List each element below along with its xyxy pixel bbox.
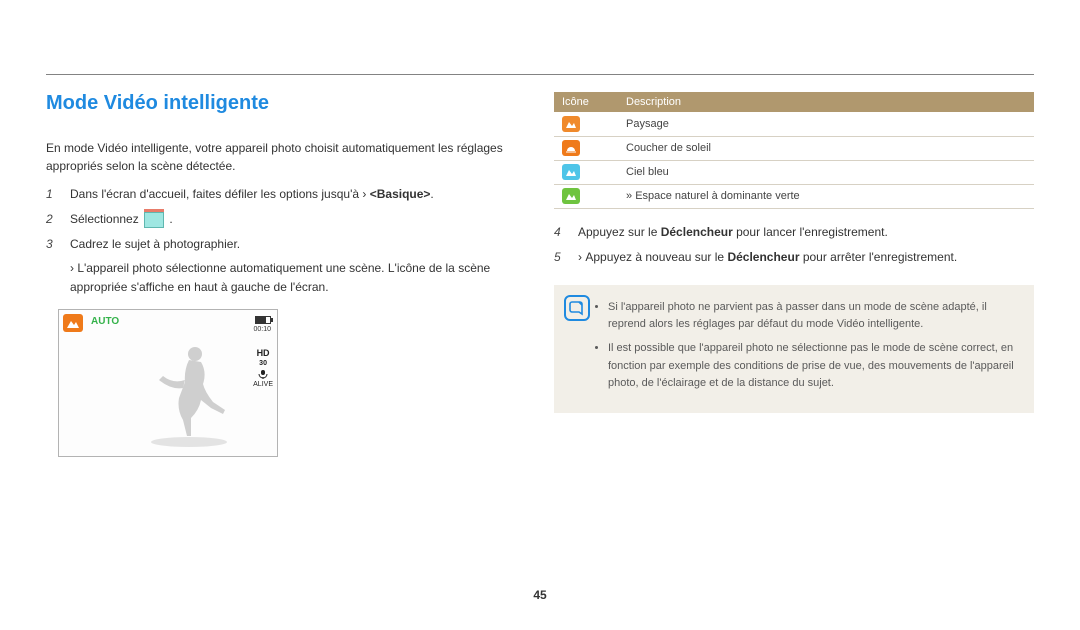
- table-row: Coucher de soleil: [554, 136, 1034, 160]
- hd-label: HD: [253, 348, 273, 358]
- step-1: 1 Dans l'écran d'accueil, faites défiler…: [46, 185, 526, 204]
- row-icon-cell: [554, 136, 618, 160]
- alive-label: ALIVE: [253, 381, 273, 388]
- intro-text: En mode Vidéo intelligente, votre appare…: [46, 139, 526, 175]
- step-text: Dans l'écran d'accueil, faites défiler l…: [70, 185, 526, 204]
- step5-before: Appuyez à nouveau sur le: [585, 250, 727, 264]
- row4-text: Espace naturel à dominante verte: [635, 190, 800, 202]
- th-desc: Description: [618, 92, 1034, 112]
- step5-bold: Déclencheur: [727, 250, 799, 264]
- step-text: Appuyez sur le Déclencheur pour lancer l…: [578, 223, 1034, 242]
- fps-label: 30: [253, 360, 273, 367]
- blue-sky-icon: [562, 164, 580, 180]
- note-box: Si l'appareil photo ne parvient pas à pa…: [554, 285, 1034, 413]
- chevron-icon: ›: [362, 187, 369, 201]
- step3-sub: L'appareil photo sélectionne automatique…: [70, 261, 490, 294]
- section-title: Mode Vidéo intelligente: [46, 92, 526, 115]
- row4-dash: »: [626, 190, 632, 202]
- note-item: Il est possible que l'appareil photo ne …: [608, 340, 1022, 393]
- sunset-icon: [562, 140, 580, 156]
- step1-period: .: [430, 187, 433, 201]
- row-icon-cell: [554, 160, 618, 184]
- step5-after: pour arrêter l'enregistrement.: [799, 250, 957, 264]
- step4-before: Appuyez sur le: [578, 225, 661, 239]
- top-rule: [46, 74, 1034, 75]
- scene-badge-icon: [63, 314, 83, 332]
- columns: Mode Vidéo intelligente En mode Vidéo in…: [46, 92, 1034, 457]
- note-list: Si l'appareil photo ne parvient pas à pa…: [608, 299, 1022, 393]
- step-text: Cadrez le sujet à photographier. › L'app…: [70, 235, 526, 297]
- camera-preview: AUTO 00:10 HD 30 ALIVE: [58, 309, 278, 457]
- step-5: 5 › Appuyez à nouveau sur le Déclencheur…: [554, 248, 1034, 267]
- step-2: 2 Sélectionnez .: [46, 210, 526, 229]
- step-text: › Appuyez à nouveau sur le Déclencheur p…: [578, 248, 1034, 267]
- auto-label: AUTO: [91, 316, 119, 327]
- smart-video-mode-icon: [144, 212, 164, 228]
- row-desc: Ciel bleu: [618, 160, 1034, 184]
- step4-bold: Déclencheur: [661, 225, 733, 239]
- note-item: Si l'appareil photo ne parvient pas à pa…: [608, 299, 1022, 334]
- battery-icon: [255, 316, 271, 324]
- scene-table: Icône Description Paysage: [554, 92, 1034, 209]
- landscape-icon: [562, 116, 580, 132]
- audio-mode-label: ALIVE: [253, 369, 273, 388]
- nature-green-icon: [562, 188, 580, 204]
- step-number: 2: [46, 210, 60, 229]
- table-row: Paysage: [554, 112, 1034, 136]
- step2-after: .: [169, 212, 172, 226]
- skater-silhouette-icon: [129, 340, 249, 455]
- step-number: 1: [46, 185, 60, 204]
- mic-icon: [256, 369, 270, 379]
- record-time: 00:10: [253, 326, 271, 333]
- step1-prefix: Dans l'écran d'accueil, faites défiler l…: [70, 187, 359, 201]
- table-row: Ciel bleu: [554, 160, 1034, 184]
- step-4: 4 Appuyez sur le Déclencheur pour lancer…: [554, 223, 1034, 242]
- page-number: 45: [0, 588, 1080, 602]
- step-text: Sélectionnez .: [70, 210, 526, 229]
- row-icon-cell: [554, 112, 618, 136]
- row-icon-cell: [554, 184, 618, 208]
- step4-after: pour lancer l'enregistrement.: [733, 225, 888, 239]
- step1-basique: <Basique>: [370, 187, 431, 201]
- row-desc: Paysage: [618, 112, 1034, 136]
- step2-before: Sélectionnez: [70, 212, 142, 226]
- preview-wrap: AUTO 00:10 HD 30 ALIVE: [58, 309, 526, 457]
- left-column: Mode Vidéo intelligente En mode Vidéo in…: [46, 92, 526, 457]
- note-icon: [564, 295, 590, 321]
- step-number: 3: [46, 235, 60, 254]
- step-number: 5: [554, 248, 568, 267]
- preview-topbar: AUTO 00:10: [63, 314, 273, 330]
- row-desc: » Espace naturel à dominante verte: [618, 184, 1034, 208]
- row-desc: Coucher de soleil: [618, 136, 1034, 160]
- page: Mode Vidéo intelligente En mode Vidéo in…: [0, 0, 1080, 630]
- table-row: » Espace naturel à dominante verte: [554, 184, 1034, 208]
- th-icon: Icône: [554, 92, 618, 112]
- step3-main: Cadrez le sujet à photographier.: [70, 235, 526, 254]
- step-number: 4: [554, 223, 568, 242]
- step-3: 3 Cadrez le sujet à photographier. › L'a…: [46, 235, 526, 297]
- preview-side-indicators: HD 30 ALIVE: [253, 348, 273, 388]
- right-steps: 4 Appuyez sur le Déclencheur pour lancer…: [554, 223, 1034, 267]
- right-column: Icône Description Paysage: [554, 92, 1034, 457]
